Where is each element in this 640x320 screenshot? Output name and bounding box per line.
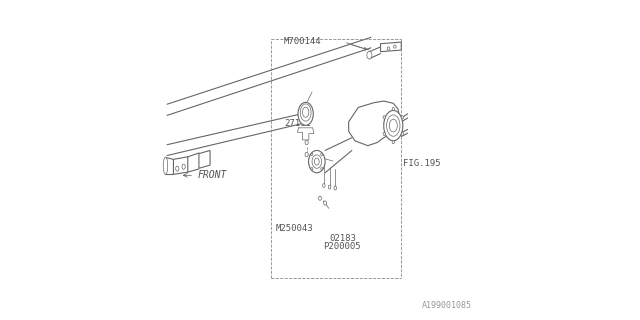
Ellipse shape <box>401 116 403 119</box>
Polygon shape <box>349 101 399 146</box>
Text: P200005: P200005 <box>323 242 361 251</box>
Ellipse shape <box>163 157 168 174</box>
Ellipse shape <box>401 132 403 135</box>
Ellipse shape <box>394 45 396 48</box>
Ellipse shape <box>328 185 331 189</box>
Text: M700144: M700144 <box>284 37 321 46</box>
Ellipse shape <box>303 107 309 117</box>
Ellipse shape <box>387 47 390 50</box>
Text: FRONT: FRONT <box>197 170 227 180</box>
Ellipse shape <box>311 168 313 170</box>
Ellipse shape <box>389 119 397 132</box>
Ellipse shape <box>384 110 403 141</box>
Text: M250043: M250043 <box>275 224 313 233</box>
Ellipse shape <box>305 152 308 157</box>
Text: 02183: 02183 <box>330 234 356 243</box>
Ellipse shape <box>383 132 385 135</box>
Polygon shape <box>199 150 210 168</box>
Ellipse shape <box>392 140 394 144</box>
Ellipse shape <box>321 153 323 156</box>
Ellipse shape <box>298 102 314 125</box>
Text: FIG.195: FIG.195 <box>403 159 440 168</box>
Ellipse shape <box>324 201 326 205</box>
Ellipse shape <box>305 140 308 145</box>
Ellipse shape <box>311 153 313 156</box>
Ellipse shape <box>367 51 372 59</box>
Ellipse shape <box>312 155 321 168</box>
Text: 27111: 27111 <box>284 119 311 128</box>
Ellipse shape <box>319 196 321 200</box>
Polygon shape <box>173 157 188 174</box>
Polygon shape <box>381 42 401 52</box>
Ellipse shape <box>387 115 400 136</box>
Ellipse shape <box>300 104 311 121</box>
Ellipse shape <box>334 186 337 190</box>
Text: A199001085: A199001085 <box>422 301 472 310</box>
Ellipse shape <box>175 166 179 171</box>
Ellipse shape <box>392 108 394 111</box>
Ellipse shape <box>314 158 319 165</box>
Ellipse shape <box>308 150 325 173</box>
Ellipse shape <box>182 164 185 169</box>
Ellipse shape <box>321 168 323 170</box>
Ellipse shape <box>383 116 385 119</box>
Ellipse shape <box>323 184 325 188</box>
